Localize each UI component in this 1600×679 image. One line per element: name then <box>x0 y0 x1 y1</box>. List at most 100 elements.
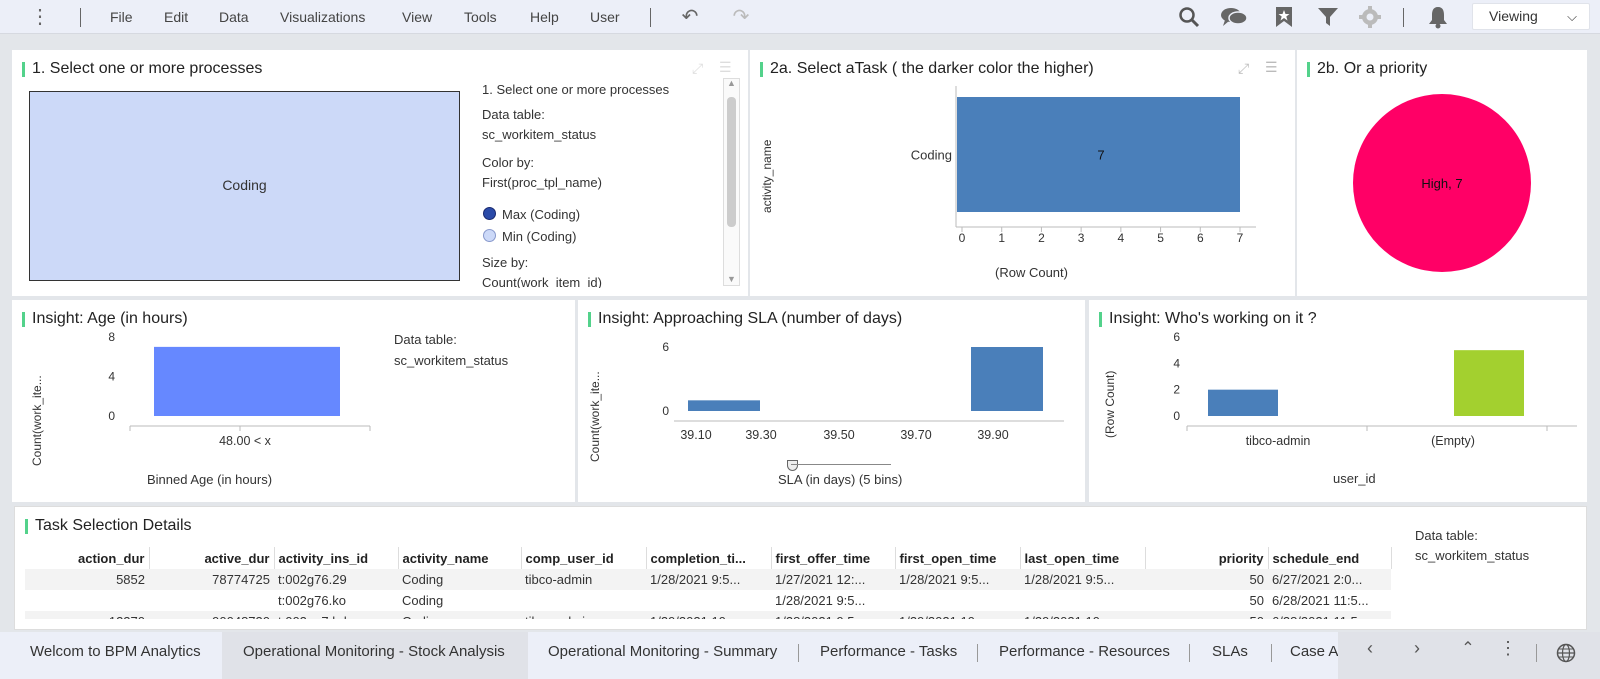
list-icon[interactable]: ☰ <box>1265 59 1278 75</box>
table-cell: 1/28/2021 9:5... <box>775 593 866 608</box>
column-header[interactable]: comp_user_id <box>521 547 647 569</box>
x-tick-label: (Empty) <box>1431 434 1475 448</box>
mode-dropdown[interactable]: Viewing ⌵ <box>1472 3 1590 30</box>
x-tick-label: 4 <box>1118 231 1125 245</box>
column-header[interactable]: completion_ti... <box>646 547 772 569</box>
menu-visualizations[interactable]: Visualizations <box>280 9 366 25</box>
column-header[interactable]: priority <box>1145 547 1269 569</box>
table-cell: 1/28/2021 9:5... <box>1020 569 1145 590</box>
filter-icon[interactable] <box>1317 6 1339 28</box>
y-axis-label: activity_name <box>760 139 774 213</box>
chevron-right-icon[interactable]: › <box>1414 638 1420 658</box>
scroll-up-arrow-icon[interactable]: ▲ <box>727 78 736 88</box>
x-axis-label: (Row Count) <box>995 265 1068 280</box>
redo-icon[interactable]: ↷ <box>732 6 750 28</box>
x-tick-label: 6 <box>1197 231 1204 245</box>
tab-performance-tasks[interactable]: Performance - Tasks <box>820 643 958 660</box>
table-cell: 90048730 <box>149 611 274 619</box>
bar[interactable] <box>971 347 1043 411</box>
tab-summary[interactable]: Operational Monitoring - Summary <box>548 643 778 660</box>
column-header[interactable]: first_open_time <box>895 547 1021 569</box>
tab-performance-resources[interactable]: Performance - Resources <box>999 643 1170 660</box>
tab-divider <box>977 644 978 662</box>
menu-help[interactable]: Help <box>530 9 559 25</box>
table-cell: 50 <box>1145 611 1268 619</box>
tab-slas[interactable]: SLAs <box>1212 643 1248 660</box>
menu-data[interactable]: Data <box>219 9 249 25</box>
tab-label: Operational Monitoring - Stock Analysis <box>243 643 505 660</box>
column-header[interactable]: schedule_end <box>1268 547 1392 569</box>
expand-icon[interactable]: ⤢ <box>1238 60 1250 76</box>
legend-max-label: Max (Coding) <box>502 207 581 222</box>
chevron-left-icon[interactable]: ‹ <box>1367 638 1373 658</box>
table-viewport: action_dur active_dur activity_ins_id ac… <box>15 507 1395 619</box>
x-tick-label: 7 <box>1237 231 1244 245</box>
divider <box>1536 644 1537 662</box>
column-header[interactable]: first_offer_time <box>771 547 896 569</box>
expand-icon[interactable]: ⤢ <box>692 60 704 76</box>
tab-case[interactable]: Case A <box>1290 643 1339 660</box>
table-row[interactable]: t:002g76.ko Coding 1/28/2021 9:5... 50 6… <box>25 590 1391 611</box>
double-chevron-up-icon[interactable]: ⌃ <box>1461 640 1475 657</box>
age-chart: 0 4 8 48.00 < x <box>108 330 371 448</box>
table-cell <box>895 590 1020 611</box>
table-cell: t:002ge7.hd <box>274 611 398 619</box>
menu-view[interactable]: View <box>402 9 433 25</box>
table-header-row: action_dur active_dur activity_ins_id ac… <box>25 547 1392 569</box>
chevron-down-icon: ⌵ <box>1567 9 1577 24</box>
menu-edit[interactable]: Edit <box>164 9 189 25</box>
y-axis-label: Count(work_ite... <box>588 371 602 462</box>
tab-stock-analysis[interactable]: Operational Monitoring - Stock Analysis <box>222 632 528 679</box>
scrollbar-thumb[interactable] <box>727 97 736 227</box>
panel-age: Insight: Age (in hours) 0 4 8 48.00 < x Cou… <box>12 300 575 502</box>
legend-scrollbar[interactable]: ▲ ▼ <box>723 78 740 286</box>
search-icon[interactable] <box>1177 5 1201 29</box>
x-axis-label: Binned Age (in hours) <box>147 472 273 487</box>
bar[interactable] <box>688 400 760 411</box>
menu-tools[interactable]: Tools <box>464 9 497 25</box>
y-tick-label: 2 <box>1173 383 1180 397</box>
range-slider-handle[interactable] <box>787 460 798 471</box>
x-tick-label: 39.50 <box>823 428 854 442</box>
menu-file[interactable]: File <box>110 9 133 25</box>
column-header[interactable]: last_open_time <box>1020 547 1146 569</box>
x-tick-label: 39.10 <box>680 428 711 442</box>
bookmark-icon[interactable] <box>1273 5 1295 29</box>
bell-icon[interactable] <box>1427 5 1449 29</box>
legend-swatch-min <box>483 229 496 242</box>
column-header[interactable]: activity_name <box>398 547 522 569</box>
y-tick-label: 0 <box>662 404 669 418</box>
pie-slice-high[interactable] <box>1353 94 1531 272</box>
tab-divider <box>1189 644 1190 662</box>
table-cell <box>646 590 771 611</box>
data-table-name: sc_workitem_status <box>394 353 509 368</box>
table-row[interactable]: 12270 90048730 t:002ge7.hd Coding tibco-… <box>25 611 1391 619</box>
column-header[interactable]: action_dur <box>25 547 150 569</box>
more-vertical-icon[interactable]: ⋮ <box>1499 638 1517 658</box>
globe-icon[interactable] <box>1556 643 1576 663</box>
treemap-tile-coding[interactable]: Coding <box>29 91 460 281</box>
scroll-down-arrow-icon[interactable]: ▼ <box>727 274 736 284</box>
column-header[interactable]: active_dur <box>149 547 275 569</box>
tab-welcome[interactable]: Welcom to BPM Analytics <box>30 643 201 660</box>
list-icon[interactable]: ☰ <box>719 59 732 75</box>
data-table-name: sc_workitem_status <box>1415 548 1530 563</box>
bar[interactable] <box>1454 350 1524 416</box>
legend-color-by-label: Color by: <box>482 155 535 170</box>
table-cell: 50 <box>1145 569 1268 590</box>
table-row[interactable]: 5852 78774725 t:002g76.29 Coding tibco-a… <box>25 569 1391 590</box>
menu-user[interactable]: User <box>590 9 620 25</box>
column-header[interactable]: activity_ins_id <box>274 547 399 569</box>
gear-icon[interactable] <box>1358 5 1382 29</box>
x-axis-label: user_id <box>1333 471 1376 486</box>
undo-icon[interactable]: ↶ <box>681 6 699 28</box>
bar[interactable] <box>154 346 340 416</box>
table-cell: 1/28/2021 9:5... <box>771 611 895 619</box>
more-vertical-icon[interactable]: ⋮ <box>30 6 50 28</box>
comments-icon[interactable] <box>1219 5 1249 29</box>
range-slider-track[interactable] <box>791 464 891 465</box>
bar[interactable] <box>1208 389 1278 416</box>
panel-task: 2a. Select aTask ( the darker color the … <box>750 50 1295 296</box>
table-cell: tibco-admin <box>521 611 646 619</box>
bar-coding[interactable] <box>957 97 1240 212</box>
